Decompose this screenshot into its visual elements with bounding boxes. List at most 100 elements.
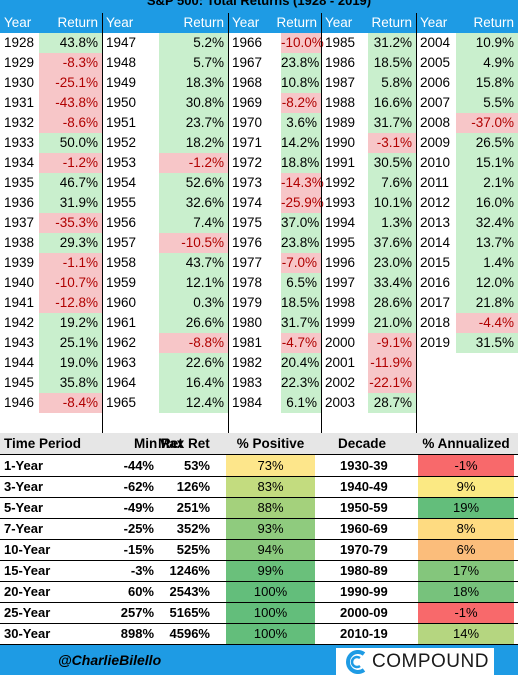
year-cell: 1975 xyxy=(232,215,263,230)
year-cell: 1999 xyxy=(325,315,356,330)
table-row: 2019 31.5% xyxy=(416,333,518,353)
year-cell: 1969 xyxy=(232,95,263,110)
decade-cell: 1990-99 xyxy=(340,584,388,599)
table-row: 2003 28.7% xyxy=(321,393,416,413)
year-cell: 1968 xyxy=(232,75,263,90)
return-cell: 32.4% xyxy=(456,213,518,233)
return-cell: 21.0% xyxy=(368,313,416,333)
table-row: 1951 23.7% xyxy=(102,113,228,133)
min-ret-cell: 898% xyxy=(120,626,154,641)
column-divider xyxy=(228,13,229,433)
table-row: 1971 14.2% xyxy=(228,133,321,153)
year-cell: 1943 xyxy=(4,335,35,350)
year-cell: 1997 xyxy=(325,275,356,290)
year-header: Year xyxy=(4,15,32,30)
year-cell: 1998 xyxy=(325,295,356,310)
table-row: 1944 19.0% xyxy=(0,353,102,373)
table-row: 2004 10.9% xyxy=(416,33,518,53)
year-cell: 1986 xyxy=(325,55,356,70)
return-cell: 52.6% xyxy=(159,173,228,193)
returns-column: Year Return 1928 43.8% 1929 -8.3% 1930 -25.1% 19… xyxy=(0,13,102,433)
table-row: 2000 -9.1% xyxy=(321,333,416,353)
year-cell: 2011 xyxy=(420,175,450,190)
pct-positive-cell: 100% xyxy=(226,602,315,623)
table-row: 1948 5.7% xyxy=(102,53,228,73)
return-cell: -8.4% xyxy=(39,393,102,413)
year-cell: 1984 xyxy=(232,395,263,410)
return-cell: 16.4% xyxy=(159,373,228,393)
decade-cell: 1930-39 xyxy=(340,458,388,473)
table-row: 2017 21.8% xyxy=(416,293,518,313)
table-row: 1952 18.2% xyxy=(102,133,228,153)
max-ret-cell: 251% xyxy=(176,500,210,515)
return-cell: -10.7% xyxy=(39,273,102,293)
table-row: 1970 3.6% xyxy=(228,113,321,133)
table-row: 1963 22.6% xyxy=(102,353,228,373)
year-cell: 1991 xyxy=(325,155,356,170)
year-cell: 1929 xyxy=(4,55,35,70)
stats-row: 10-Year -15% 525% 94% 1970-79 6% xyxy=(0,539,518,560)
table-row: 1964 16.4% xyxy=(102,373,228,393)
min-ret-cell: -62% xyxy=(123,479,154,494)
time-period-cell: 15-Year xyxy=(4,563,51,578)
return-cell: 15.8% xyxy=(456,73,518,93)
max-ret-cell: 53% xyxy=(183,458,210,473)
table-row: 1998 28.6% xyxy=(321,293,416,313)
return-cell: -8.8% xyxy=(159,333,228,353)
table-row: 2010 15.1% xyxy=(416,153,518,173)
table-row: 2007 5.5% xyxy=(416,93,518,113)
table-row: 1985 31.2% xyxy=(321,33,416,53)
table-row: 1975 37.0% xyxy=(228,213,321,233)
return-cell: 18.2% xyxy=(159,133,228,153)
return-cell: -10.0% xyxy=(281,33,324,53)
table-row: 1992 7.6% xyxy=(321,173,416,193)
stats-header-row: Time Period Min Ret % Positive Max Ret D… xyxy=(0,433,518,455)
table-row: 1978 6.5% xyxy=(228,273,321,293)
year-cell: 1960 xyxy=(106,295,137,310)
max-ret-cell: 352% xyxy=(176,521,210,536)
decade-cell: 1940-49 xyxy=(340,479,388,494)
return-cell: -9.1% xyxy=(368,333,416,353)
table-row: 1976 23.8% xyxy=(228,233,321,253)
year-cell: 2014 xyxy=(420,235,451,250)
table-row: 2011 2.1% xyxy=(416,173,518,193)
return-cell: 31.9% xyxy=(39,193,102,213)
pct-positive-cell: 88% xyxy=(226,497,315,518)
return-cell: 7.6% xyxy=(368,173,416,193)
return-cell: 19.0% xyxy=(39,353,102,373)
year-cell: 2005 xyxy=(420,55,451,70)
return-cell: 5.7% xyxy=(159,53,228,73)
year-cell: 1939 xyxy=(4,255,35,270)
min-ret-cell: 60% xyxy=(127,584,154,599)
return-cell: -14.3% xyxy=(281,173,324,193)
return-cell: 0.3% xyxy=(159,293,228,313)
row-divider xyxy=(0,539,518,540)
year-cell: 1956 xyxy=(106,215,137,230)
table-row: 2012 16.0% xyxy=(416,193,518,213)
return-cell: 50.0% xyxy=(39,133,102,153)
return-cell: 22.6% xyxy=(159,353,228,373)
year-cell: 1938 xyxy=(4,235,35,250)
stats-row: 5-Year -49% 251% 88% 1950-59 19% xyxy=(0,497,518,518)
year-cell: 2001 xyxy=(325,355,356,370)
table-row: 1954 52.6% xyxy=(102,173,228,193)
return-cell: 23.8% xyxy=(281,233,321,253)
stats-row: 7-Year -25% 352% 93% 1960-69 8% xyxy=(0,518,518,539)
year-cell: 1988 xyxy=(325,95,356,110)
table-row: 2016 12.0% xyxy=(416,273,518,293)
year-cell: 2003 xyxy=(325,395,356,410)
header-decade: Decade xyxy=(338,436,387,451)
max-ret-cell: 4596% xyxy=(169,626,210,641)
returns-column: Year Return 1966 -10.0% 1967 23.8% 1968 10.8% 19… xyxy=(228,13,324,433)
year-cell: 1961 xyxy=(106,315,137,330)
year-cell: 1942 xyxy=(4,315,35,330)
pct-positive-cell: 100% xyxy=(226,623,315,644)
table-row: 2015 1.4% xyxy=(416,253,518,273)
return-cell: 1.4% xyxy=(456,253,518,273)
year-cell: 2009 xyxy=(420,135,451,150)
table-row: 1995 37.6% xyxy=(321,233,416,253)
pct-annualized-cell: 19% xyxy=(418,497,514,518)
table-row: 1973 -14.3% xyxy=(228,173,324,193)
return-cell: -8.3% xyxy=(39,53,102,73)
return-cell: 2.1% xyxy=(456,173,518,193)
